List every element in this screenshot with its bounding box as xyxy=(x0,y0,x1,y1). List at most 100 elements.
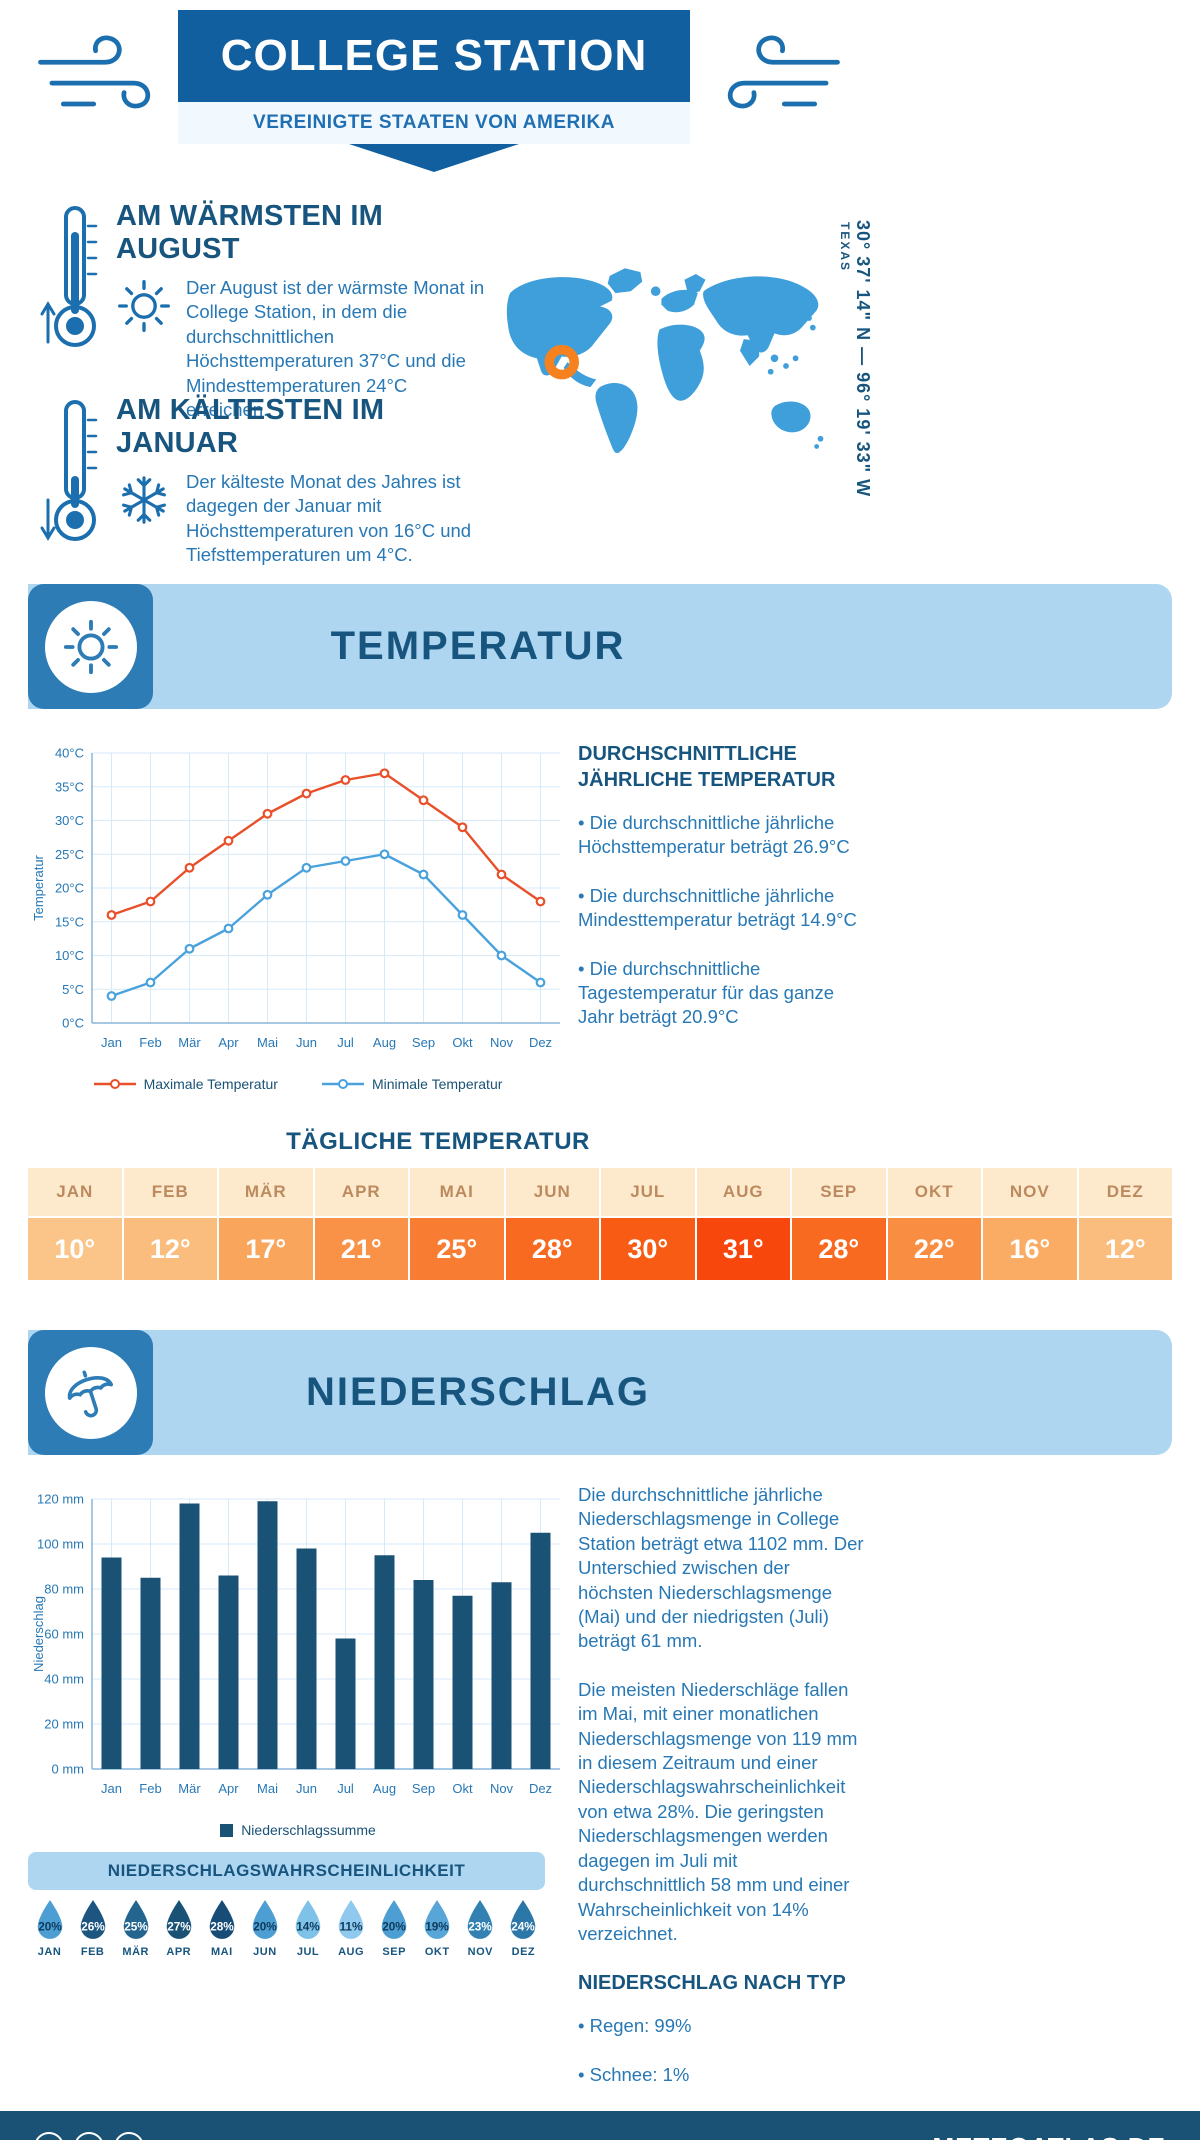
geo-block: 30° 37' 14" N — 96° 19' 33" W TEXAS xyxy=(838,220,873,560)
droplet-icon: 27% xyxy=(166,1900,191,1939)
svg-text:Mär: Mär xyxy=(178,1781,201,1796)
title-banner: COLLEGE STATION VEREINIGTE STAATEN VON A… xyxy=(178,10,690,172)
location-marker xyxy=(544,344,579,380)
svg-text:Mai: Mai xyxy=(257,1781,278,1796)
svg-text:0 mm: 0 mm xyxy=(52,1762,85,1777)
droplet-month: MÄR xyxy=(122,1946,149,1958)
svg-text:Jul: Jul xyxy=(337,1781,354,1796)
value-cell: 12° xyxy=(123,1218,219,1280)
svg-text:Aug: Aug xyxy=(373,1035,396,1050)
month-cell: SEP xyxy=(792,1168,888,1218)
svg-text:40 mm: 40 mm xyxy=(44,1672,84,1687)
precip-prob-banner: NIEDERSCHLAGSWAHRSCHEINLICHKEIT xyxy=(28,1852,545,1890)
precip-bar xyxy=(257,1501,278,1769)
value-cell: 25° xyxy=(410,1218,506,1280)
svg-text:5°C: 5°C xyxy=(62,982,84,997)
thermometer-cold-icon xyxy=(40,396,102,556)
avg-temp-bullet: • Die durchschnittliche jährliche Mindes… xyxy=(578,884,857,931)
month-cell: MÄR xyxy=(219,1168,315,1218)
droplet-cell: 14% JUL xyxy=(286,1898,329,1958)
page-subtitle: VEREINIGTE STAATEN VON AMERIKA xyxy=(178,102,690,144)
svg-text:30°C: 30°C xyxy=(55,813,84,828)
value-cell: 21° xyxy=(314,1218,410,1280)
svg-text:Nov: Nov xyxy=(490,1781,514,1796)
droplet-cell: 11% AUG xyxy=(330,1898,373,1958)
warmest-heading: AM WÄRMSTEN IM AUGUST xyxy=(116,200,383,265)
precip-bar-chart: 0 mm 20 mm 40 mm 60 mm 80 mm 100 mm 120 mm Jan F… xyxy=(31,1492,560,1796)
temperature-chart-col: 0°C 5°C 10°C 15°C 20°C 25°C 30°C 35°C 40°C Jan Feb… xyxy=(28,737,568,1092)
month-cell: OKT xyxy=(887,1168,983,1218)
droplet-icon: 19% xyxy=(424,1900,450,1939)
svg-text:Jun: Jun xyxy=(296,1781,317,1796)
banner-icon-circle xyxy=(44,600,137,693)
svg-text:Mär: Mär xyxy=(178,1035,201,1050)
nd-icon: = xyxy=(114,2132,144,2140)
droplet-icon: 20% xyxy=(37,1900,62,1939)
svg-text:Nov: Nov xyxy=(490,1035,514,1050)
precip-bar xyxy=(218,1575,239,1769)
value-cell: 22° xyxy=(887,1218,983,1280)
svg-text:Okt: Okt xyxy=(452,1781,473,1796)
page-title: COLLEGE STATION xyxy=(178,10,690,102)
sun-icon xyxy=(116,276,186,422)
region-label: TEXAS xyxy=(838,222,852,273)
coldest-heading: AM KÄLTESTEN IM JANUAR xyxy=(116,394,385,459)
svg-text:Sep: Sep xyxy=(412,1035,435,1050)
daily-temp-table: JAN FEB MÄR APR MAI JUN JUL AUG SEP OKT NOV DEZ 10° 1… xyxy=(28,1168,1172,1280)
droplet-month: AUG xyxy=(338,1946,365,1958)
value-cell: 28° xyxy=(505,1218,601,1280)
continents xyxy=(506,268,824,454)
svg-text:Aug: Aug xyxy=(373,1781,396,1796)
wind-icon xyxy=(30,28,165,123)
precip-bar xyxy=(374,1555,395,1769)
droplet-month: NOV xyxy=(467,1946,493,1958)
precipitation-chart-col: 0 mm 20 mm 40 mm 60 mm 80 mm 100 mm 120 mm Jan F… xyxy=(28,1483,568,2111)
droplet-month: JUN xyxy=(253,1946,277,1958)
droplet-percent: 19% xyxy=(425,1919,449,1933)
precip-bar xyxy=(491,1582,512,1769)
precipitation-banner-title: NIEDERSCHLAG xyxy=(305,1370,651,1414)
droplet-month: JUL xyxy=(296,1946,320,1958)
droplet-icon: 20% xyxy=(252,1900,277,1939)
svg-text:0°C: 0°C xyxy=(62,1016,84,1031)
header: COLLEGE STATION VEREINIGTE STAATEN VON A… xyxy=(0,0,1200,180)
temperature-banner-title: TEMPERATUR xyxy=(330,624,626,668)
precip-bar xyxy=(413,1580,434,1769)
intro-section: AM WÄRMSTEN IM AUGUST Der August ist der… xyxy=(0,180,1200,584)
droplet-percent: 11% xyxy=(340,1919,363,1933)
svg-text:Jan: Jan xyxy=(101,1781,122,1796)
month-cell: FEB xyxy=(123,1168,219,1218)
droplet-cell: 20% JUN xyxy=(243,1898,286,1958)
precip-bar xyxy=(296,1548,317,1769)
month-cell: JAN xyxy=(28,1168,124,1218)
Minimale Temperatur xyxy=(111,853,542,998)
svg-text:Sep: Sep xyxy=(412,1781,435,1796)
umbrella-icon xyxy=(67,1370,113,1417)
droplet-cell: 27% APR xyxy=(157,1898,200,1958)
value-cell: 16° xyxy=(983,1218,1079,1280)
droplet-icon: 23% xyxy=(468,1900,493,1939)
droplet-icon: 11% xyxy=(338,1900,364,1939)
svg-text:20°C: 20°C xyxy=(55,881,84,896)
value-cell: 17° xyxy=(219,1218,315,1280)
precip-prob-droplets: 20% JAN 26% FEB 25% MÄR 27% APR 28% MAI 20% JUN 14% J… xyxy=(28,1898,545,1958)
droplet-cell: 26% FEB xyxy=(71,1898,114,1958)
section-banner-precipitation: NIEDERSCHLAG xyxy=(28,1330,1172,1455)
svg-text:Dez: Dez xyxy=(529,1781,552,1796)
precip-bar xyxy=(335,1638,356,1769)
droplet-cell: 20% SEP xyxy=(373,1898,416,1958)
Maximale Temperatur xyxy=(111,772,542,917)
droplet-cell: 28% MAI xyxy=(200,1898,243,1958)
svg-text:80 mm: 80 mm xyxy=(44,1582,84,1597)
precip-bar xyxy=(140,1577,161,1769)
banner-icon-circle xyxy=(44,1346,137,1439)
droplet-cell: 24% DEZ xyxy=(502,1898,545,1958)
svg-text:20 mm: 20 mm xyxy=(44,1717,84,1732)
banner-icon-square xyxy=(28,584,153,709)
precip-bar xyxy=(179,1503,200,1769)
avg-temp-bullet: • Die durchschnittliche Tagestemperatur … xyxy=(578,957,835,1028)
svg-text:100 mm: 100 mm xyxy=(37,1537,84,1552)
svg-text:Jul: Jul xyxy=(337,1035,354,1050)
svg-text:Niederschlag: Niederschlag xyxy=(31,1596,46,1672)
